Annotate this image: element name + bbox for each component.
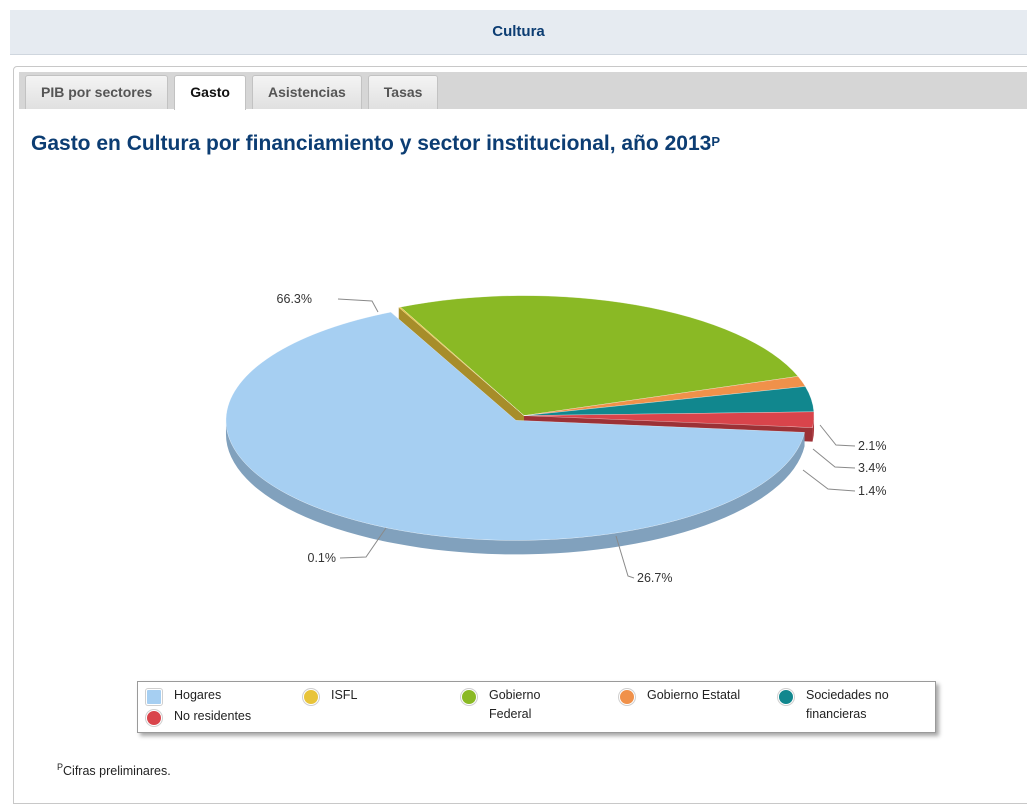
pie-label-leader — [802, 469, 856, 492]
legend-item-isfl[interactable]: ISFL — [303, 686, 453, 705]
legend-label: Sociedades no financieras — [806, 688, 889, 721]
legend-item-gobierno-estatal[interactable]: Gobierno Estatal — [619, 686, 779, 705]
pie-label-leader — [812, 448, 856, 469]
footnote: PCifras preliminares. — [57, 762, 171, 778]
pie-data-label: 2.1% — [858, 439, 887, 453]
pie-slices — [225, 295, 815, 541]
legend-label: Hogares — [174, 688, 222, 702]
pie-slice-icon — [778, 689, 794, 705]
pie-label-leader — [819, 424, 856, 447]
legend-item-hogares[interactable]: Hogares — [146, 686, 296, 705]
pie-slice-hogares[interactable] — [225, 311, 805, 541]
page-header: Cultura — [10, 10, 1027, 55]
legend-label: No residentes — [174, 709, 252, 723]
page-title: Cultura — [492, 23, 545, 40]
pie-slice-gobierno-federal[interactable] — [399, 295, 799, 416]
pie-slice-icon — [146, 689, 162, 705]
chart-title: Gasto en Cultura por financiamiento y se… — [31, 132, 720, 156]
tab-gasto[interactable]: Gasto — [174, 75, 246, 110]
chart-legend: Hogares ISFL Gobierno Federal Gobierno E… — [137, 681, 936, 733]
legend-label: Gobierno Federal — [489, 688, 541, 721]
pie-slice-no-residentes[interactable] — [524, 411, 815, 428]
tab-tasas[interactable]: Tasas — [367, 75, 439, 109]
pie-data-label: 1.4% — [858, 484, 887, 498]
legend-label: Gobierno Estatal — [647, 688, 741, 702]
tab-pib-por-sectores[interactable]: PIB por sectores — [25, 75, 169, 109]
legend-item-sociedades-no-financieras[interactable]: Sociedades no financieras — [778, 686, 928, 724]
legend-item-gobierno-federal[interactable]: Gobierno Federal — [461, 686, 576, 724]
pie-data-label: 0.1% — [308, 551, 337, 565]
pie-slice-icon — [619, 689, 635, 705]
pie-data-label: 26.7% — [637, 571, 672, 585]
chart-title-superscript: P — [711, 134, 720, 149]
pie-data-label: 66.3% — [277, 292, 312, 306]
pie-slice-isfl[interactable] — [398, 306, 525, 416]
pie-label-leader — [339, 527, 387, 559]
pie-label-leader — [615, 535, 635, 579]
tab-bar: PIB por sectores Gasto Asistencias Tasas — [19, 72, 1027, 110]
chart-title-text: Gasto en Cultura por financiamiento y se… — [31, 132, 712, 155]
pie-slice-wall — [400, 307, 525, 430]
pie-label-leader — [337, 298, 379, 313]
legend-label: ISFL — [331, 688, 358, 702]
footnote-superscript: P — [57, 762, 64, 772]
pie-data-label: 3.4% — [858, 461, 887, 475]
pie-labels: 66.3% 0.1% 26.7% 1.4% 3.4% 2.1% — [277, 292, 887, 585]
pie-slice-icon — [461, 689, 477, 705]
pie-slice-icon — [146, 710, 162, 726]
legend-item-no-residentes[interactable]: No residentes — [146, 707, 296, 726]
footnote-text: Cifras preliminares. — [63, 764, 171, 779]
pie-slice-icon — [303, 689, 319, 705]
tab-asistencias[interactable]: Asistencias — [251, 75, 362, 109]
